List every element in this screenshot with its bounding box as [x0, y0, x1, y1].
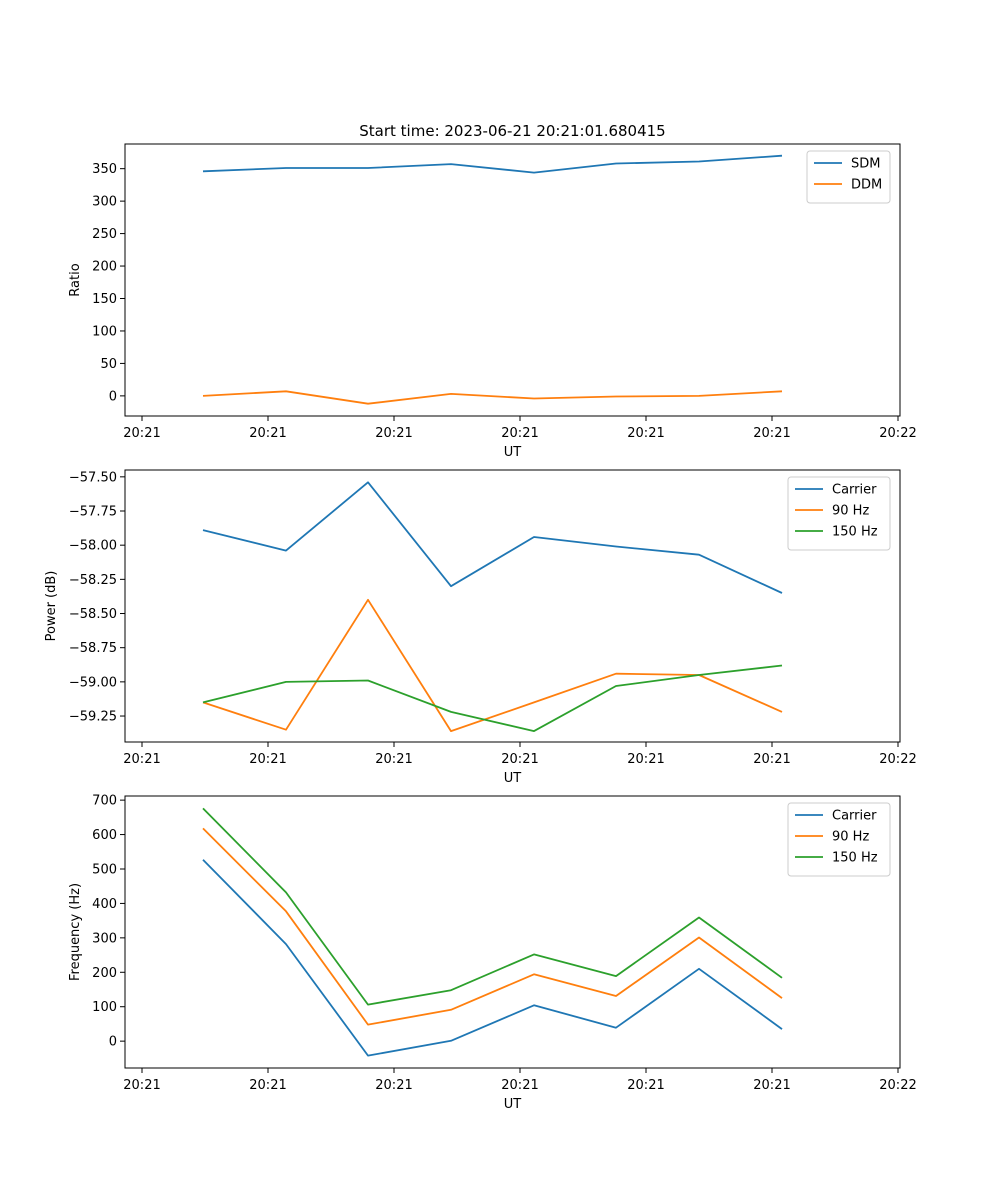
- x-tick-label: 20:21: [249, 426, 286, 441]
- series-line-carrier: [202, 481, 783, 594]
- x-tick-label: 20:22: [879, 426, 916, 441]
- x-tick-label: 20:21: [123, 752, 160, 767]
- series-line-150-hz: [202, 807, 783, 1006]
- series-line-carrier: [202, 859, 783, 1057]
- legend-entry: 150 Hz: [832, 851, 878, 866]
- y-tick-label: 600: [92, 828, 117, 843]
- legend-entry: SDM: [851, 157, 880, 172]
- y-axis-label: Ratio: [68, 263, 83, 296]
- legend: SDM DDM: [806, 150, 891, 204]
- y-tick-label: −58.00: [69, 539, 117, 554]
- y-tick-label: 350: [92, 162, 117, 177]
- plot-frame: [124, 469, 901, 743]
- y-tick-label: 250: [92, 227, 117, 242]
- y-tick-label: −58.50: [69, 607, 117, 622]
- series-line-sdm: [202, 154, 783, 174]
- x-tick-label: 20:21: [627, 752, 664, 767]
- x-tick-label: 20:21: [753, 752, 790, 767]
- y-tick-label: 200: [92, 260, 117, 275]
- legend: Carrier 90 Hz 150 Hz: [787, 476, 891, 551]
- x-tick-label: 20:21: [753, 1078, 790, 1093]
- x-axis-label: UT: [504, 445, 522, 460]
- y-tick-label: −59.25: [69, 710, 117, 725]
- y-tick-label: 700: [92, 794, 117, 809]
- y-tick-label: 400: [92, 897, 117, 912]
- x-tick-label: 20:21: [753, 426, 790, 441]
- y-tick-label: 200: [92, 966, 117, 981]
- series-line-ddm: [202, 390, 783, 405]
- x-tick-label: 20:21: [501, 752, 538, 767]
- legend: Carrier 90 Hz 150 Hz: [787, 802, 891, 877]
- y-tick-label: 0: [109, 1035, 117, 1050]
- y-tick-label: 100: [92, 1000, 117, 1015]
- x-tick-label: 20:21: [375, 426, 412, 441]
- y-tick-label: 100: [92, 324, 117, 339]
- y-tick-label: 50: [100, 357, 117, 372]
- x-axis-label: UT: [504, 1097, 522, 1112]
- chart-title: Start time: 2023-06-21 20:21:01.680415: [359, 122, 665, 140]
- x-tick-label: 20:21: [249, 752, 286, 767]
- x-tick-label: 20:21: [501, 426, 538, 441]
- legend-entry: 150 Hz: [832, 525, 878, 540]
- legend-entry: 90 Hz: [832, 504, 869, 519]
- legend-entry: 90 Hz: [832, 830, 869, 845]
- x-tick-label: 20:21: [501, 1078, 538, 1093]
- x-tick-label: 20:21: [375, 1078, 412, 1093]
- x-axis-label: UT: [504, 771, 522, 786]
- y-tick-label: −57.50: [69, 470, 117, 485]
- y-tick-label: 150: [92, 292, 117, 307]
- x-tick-label: 20:22: [879, 752, 916, 767]
- y-tick-label: 500: [92, 862, 117, 877]
- y-axis-label: Frequency (Hz): [68, 883, 83, 981]
- x-tick-label: 20:21: [123, 1078, 160, 1093]
- x-tick-label: 20:22: [879, 1078, 916, 1093]
- y-tick-label: 0: [109, 389, 117, 404]
- series-line-90-hz: [202, 827, 783, 1026]
- legend-box: [806, 150, 891, 204]
- y-tick-label: 300: [92, 931, 117, 946]
- x-tick-label: 20:21: [627, 426, 664, 441]
- plot-frame: [124, 143, 901, 417]
- y-tick-label: −58.25: [69, 573, 117, 588]
- y-axis-label: Power (dB): [44, 571, 59, 642]
- chart-panel-3: 20:21 20:21 20:21 20:21 20:21 20:21 20:22 0 100 2…: [68, 794, 917, 1112]
- x-tick-label: 20:21: [123, 426, 160, 441]
- plot-frame: [124, 795, 901, 1069]
- series-line-150-hz: [202, 664, 783, 732]
- x-tick-label: 20:21: [375, 752, 412, 767]
- legend-entry: Carrier: [832, 809, 877, 824]
- chart-panel-1: Start time: 2023-06-21 20:21:01.680415 20…: [68, 122, 917, 460]
- x-tick-label: 20:21: [249, 1078, 286, 1093]
- legend-entry: DDM: [851, 178, 882, 193]
- chart-panel-2: 20:21 20:21 20:21 20:21 20:21 20:21 20:22 −59.2…: [44, 469, 917, 786]
- series-line-90-hz: [202, 598, 783, 732]
- legend-entry: Carrier: [832, 483, 877, 498]
- y-tick-label: −57.75: [69, 505, 117, 520]
- y-tick-label: −59.00: [69, 675, 117, 690]
- y-tick-label: 300: [92, 195, 117, 210]
- x-tick-label: 20:21: [627, 1078, 664, 1093]
- y-tick-label: −58.75: [69, 641, 117, 656]
